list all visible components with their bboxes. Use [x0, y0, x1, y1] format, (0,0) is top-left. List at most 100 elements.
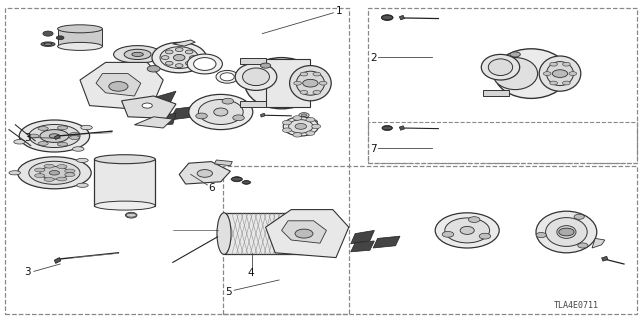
Circle shape: [196, 113, 207, 119]
Circle shape: [293, 132, 302, 137]
Circle shape: [165, 50, 173, 54]
Ellipse shape: [114, 46, 161, 63]
Ellipse shape: [65, 173, 75, 177]
Circle shape: [382, 125, 392, 131]
Text: 5: 5: [225, 287, 232, 297]
Ellipse shape: [58, 43, 102, 51]
Ellipse shape: [77, 183, 88, 187]
Ellipse shape: [216, 70, 238, 83]
Ellipse shape: [19, 120, 90, 152]
Ellipse shape: [49, 134, 60, 138]
Circle shape: [56, 36, 64, 40]
Ellipse shape: [481, 54, 520, 80]
Ellipse shape: [194, 58, 216, 70]
Ellipse shape: [545, 218, 588, 246]
Ellipse shape: [494, 49, 568, 99]
Text: 1: 1: [336, 6, 342, 16]
Circle shape: [142, 103, 152, 108]
Ellipse shape: [243, 68, 269, 86]
Polygon shape: [96, 74, 141, 96]
Polygon shape: [134, 117, 173, 128]
Polygon shape: [150, 114, 176, 126]
Polygon shape: [80, 62, 163, 110]
Ellipse shape: [488, 59, 513, 76]
Polygon shape: [592, 238, 605, 248]
Circle shape: [161, 56, 169, 60]
Circle shape: [282, 128, 291, 132]
Ellipse shape: [29, 124, 80, 148]
Circle shape: [510, 52, 520, 57]
Circle shape: [313, 91, 321, 94]
Circle shape: [559, 228, 574, 236]
Circle shape: [300, 72, 308, 76]
Ellipse shape: [188, 54, 223, 74]
Circle shape: [381, 15, 393, 20]
Polygon shape: [351, 241, 374, 252]
Circle shape: [303, 79, 318, 87]
Polygon shape: [399, 126, 404, 130]
Polygon shape: [602, 256, 608, 261]
Circle shape: [43, 31, 53, 36]
Ellipse shape: [308, 217, 319, 250]
Polygon shape: [266, 210, 349, 258]
Circle shape: [125, 212, 137, 218]
Ellipse shape: [124, 49, 151, 60]
Ellipse shape: [493, 58, 538, 90]
Text: 4: 4: [248, 268, 254, 278]
Polygon shape: [122, 96, 176, 118]
Circle shape: [442, 231, 454, 237]
Ellipse shape: [81, 125, 92, 130]
Polygon shape: [54, 135, 60, 140]
Ellipse shape: [65, 169, 75, 173]
Circle shape: [479, 233, 491, 239]
Polygon shape: [266, 59, 310, 107]
Polygon shape: [224, 213, 307, 254]
Circle shape: [563, 81, 570, 85]
Ellipse shape: [41, 42, 55, 46]
Ellipse shape: [70, 132, 80, 136]
Ellipse shape: [557, 226, 576, 238]
Circle shape: [232, 177, 242, 182]
Circle shape: [260, 63, 271, 68]
Ellipse shape: [40, 166, 69, 179]
Text: TLA4E0711: TLA4E0711: [554, 301, 598, 310]
Ellipse shape: [35, 174, 45, 178]
Ellipse shape: [40, 130, 69, 142]
Ellipse shape: [236, 63, 277, 91]
Ellipse shape: [132, 52, 143, 56]
Ellipse shape: [18, 157, 92, 189]
Circle shape: [310, 120, 317, 124]
Polygon shape: [170, 106, 202, 120]
Polygon shape: [214, 160, 232, 166]
Ellipse shape: [58, 25, 102, 33]
Ellipse shape: [9, 171, 20, 175]
Polygon shape: [282, 221, 326, 243]
Ellipse shape: [220, 73, 234, 81]
Circle shape: [550, 62, 557, 66]
Ellipse shape: [44, 178, 54, 181]
Polygon shape: [54, 258, 61, 263]
Ellipse shape: [445, 218, 490, 243]
Ellipse shape: [95, 201, 156, 210]
Polygon shape: [240, 101, 266, 107]
Circle shape: [222, 98, 234, 104]
Circle shape: [543, 72, 551, 76]
Polygon shape: [483, 90, 509, 96]
Circle shape: [574, 214, 584, 219]
Circle shape: [578, 243, 588, 248]
Polygon shape: [58, 29, 102, 46]
Polygon shape: [179, 162, 230, 184]
Ellipse shape: [189, 94, 253, 130]
Circle shape: [563, 62, 570, 66]
Ellipse shape: [72, 147, 84, 151]
Ellipse shape: [460, 227, 474, 234]
Ellipse shape: [300, 213, 314, 254]
Circle shape: [552, 70, 568, 77]
Ellipse shape: [58, 126, 68, 130]
Circle shape: [299, 113, 309, 118]
Ellipse shape: [58, 142, 68, 146]
Circle shape: [186, 50, 193, 54]
Text: 7: 7: [370, 144, 376, 154]
Polygon shape: [240, 58, 266, 64]
Ellipse shape: [245, 58, 319, 109]
